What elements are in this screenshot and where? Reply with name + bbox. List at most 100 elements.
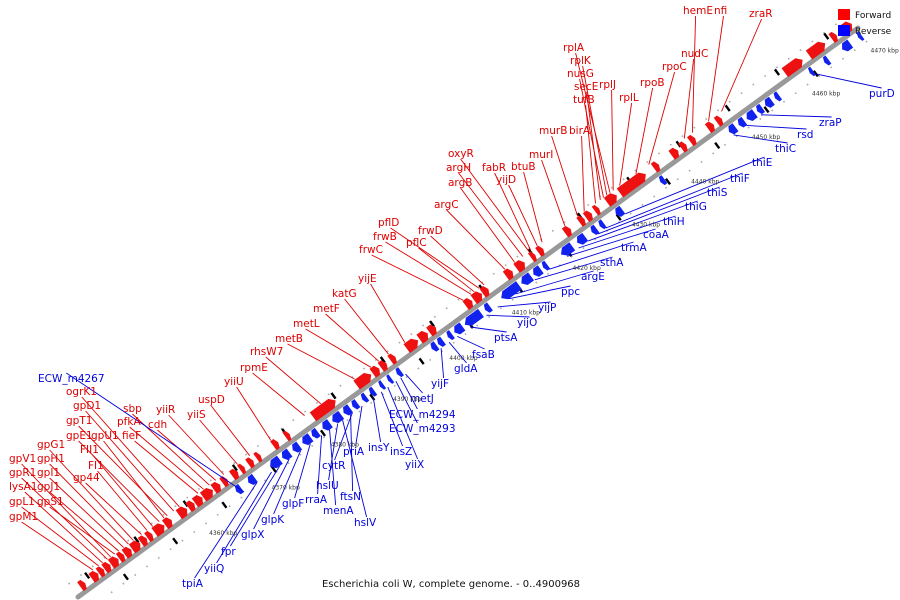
scale-tick-label: 4440 kbp (691, 179, 719, 186)
scale-tick-label: 4360 kbp (209, 530, 237, 537)
gene-label-metb: metB (275, 333, 303, 345)
track-marker (231, 464, 238, 472)
leader-glpf (294, 443, 311, 499)
leader-nusg (579, 78, 604, 198)
leader-yijd (508, 184, 538, 247)
leader-argh (458, 172, 524, 257)
gene-label-metl: metL (293, 318, 320, 330)
leader-metb (287, 343, 355, 380)
track-marker (221, 501, 228, 509)
reverse-gene-arrow (501, 281, 522, 300)
gene-label-yijp: yijP (538, 302, 556, 314)
gene-label-rsd: rsd (797, 129, 813, 141)
leader-yiix (387, 386, 419, 460)
gene-label-gpm1: gpM1 (9, 511, 38, 523)
forward-gene-arrow (535, 245, 545, 257)
reverse-gene-arrow (541, 260, 551, 271)
forward-gene-arrow (591, 204, 601, 216)
reverse-gene-arrow (577, 232, 589, 245)
gene-label-rpll: rplL (619, 92, 639, 104)
leader-trma (549, 241, 634, 270)
gene-label-fi1: FI1 (88, 460, 104, 472)
leader-fi1 (97, 470, 148, 531)
leader-rplj (611, 89, 614, 191)
forward-gene-arrow (561, 225, 572, 238)
leader-this (597, 186, 720, 235)
scale-tick-label: 4430 kbp (632, 222, 660, 229)
forward-gene-arrow (144, 530, 154, 543)
leader-fsab (457, 335, 485, 350)
reverse-gene-arrow (436, 336, 446, 347)
leader-yijf (440, 348, 445, 379)
forward-gene-arrow (513, 260, 526, 273)
gene-label-rplk: rplK (570, 55, 592, 67)
forward-gene-arrow (704, 121, 715, 134)
leader-rsd (746, 124, 807, 130)
gene-label-gpv1: gpV1 (9, 453, 36, 465)
gene-label-purd: purD (869, 88, 895, 100)
forward-gene-arrow (527, 251, 538, 263)
scale-tick-label: 4390 kbp (393, 396, 421, 403)
gene-label-ecw-m4294: ECW_m4294 (389, 409, 456, 421)
leader-rpll (619, 102, 633, 186)
gene-label-btub: btuB (511, 161, 536, 173)
gene-label-fii1: FII1 (80, 444, 99, 456)
forward-gene-arrow (668, 147, 680, 160)
leader-fpr (230, 465, 280, 547)
reverse-gene-arrow (302, 433, 314, 446)
gene-label-thie: thiE (752, 157, 772, 169)
forward-gene-arrow (616, 172, 646, 198)
guide-track-forward (68, 14, 850, 585)
gene-label-gpt1: gpT1 (66, 415, 92, 427)
gene-label-gps1: gpS1 (37, 496, 64, 508)
leader-gpe1 (78, 440, 160, 523)
leader-gpg1 (49, 449, 134, 541)
reverse-gene-arrow (446, 330, 455, 341)
gene-label-thig: thiG (685, 201, 707, 213)
leader-zrap (761, 114, 832, 118)
reverse-gene-arrow (292, 441, 303, 453)
leader-fief (134, 440, 199, 494)
forward-gene-arrow (403, 338, 419, 353)
leader-fabr (494, 172, 532, 251)
gene-label-metj: metJ (410, 393, 434, 405)
forward-gene-arrow (781, 58, 803, 78)
forward-gene-arrow (678, 141, 688, 153)
forward-gene-arrow (88, 570, 100, 583)
gene-label-fsab: fsaB (472, 349, 495, 361)
track-marker (122, 573, 129, 581)
leader-ptsa (470, 326, 507, 333)
leader-heme (691, 15, 697, 133)
leader-thic (733, 134, 788, 144)
legend-reverse-swatch (838, 25, 850, 36)
leader-thie (625, 156, 765, 215)
reverse-gene-arrow (430, 341, 440, 352)
forward-gene-arrow (191, 495, 204, 508)
scale-tick-label: 4400 kbp (449, 355, 477, 362)
reverse-gene-arrow (395, 367, 404, 378)
leader-yiiu (236, 386, 272, 441)
gene-label-trma: trmA (621, 242, 647, 254)
leader-coaa (567, 228, 656, 257)
gene-label-pria: priA (343, 446, 365, 458)
gene-label-ogrk1: ogrK1 (66, 386, 97, 398)
leader-purd (816, 73, 882, 89)
forward-gene-arrow (369, 365, 381, 378)
gene-label-yiiq: yiiQ (204, 563, 224, 575)
leader-mena (329, 429, 337, 506)
forward-gene-arrow (479, 286, 490, 298)
track-marker (763, 106, 770, 114)
forward-gene-arrow (101, 561, 112, 574)
forward-gene-arrow (253, 451, 263, 463)
gene-label-yijo: yijO (517, 317, 537, 329)
leader-nudc (683, 58, 695, 139)
leader-gpr1 (21, 477, 108, 560)
leader-ftsn (350, 414, 354, 492)
leader-cytr (334, 412, 353, 461)
reverse-gene-arrow (807, 66, 816, 77)
reverse-gene-arrow (342, 404, 354, 416)
leader-pfka (129, 426, 204, 490)
forward-gene-arrow (426, 324, 437, 337)
track-marker (724, 104, 731, 112)
